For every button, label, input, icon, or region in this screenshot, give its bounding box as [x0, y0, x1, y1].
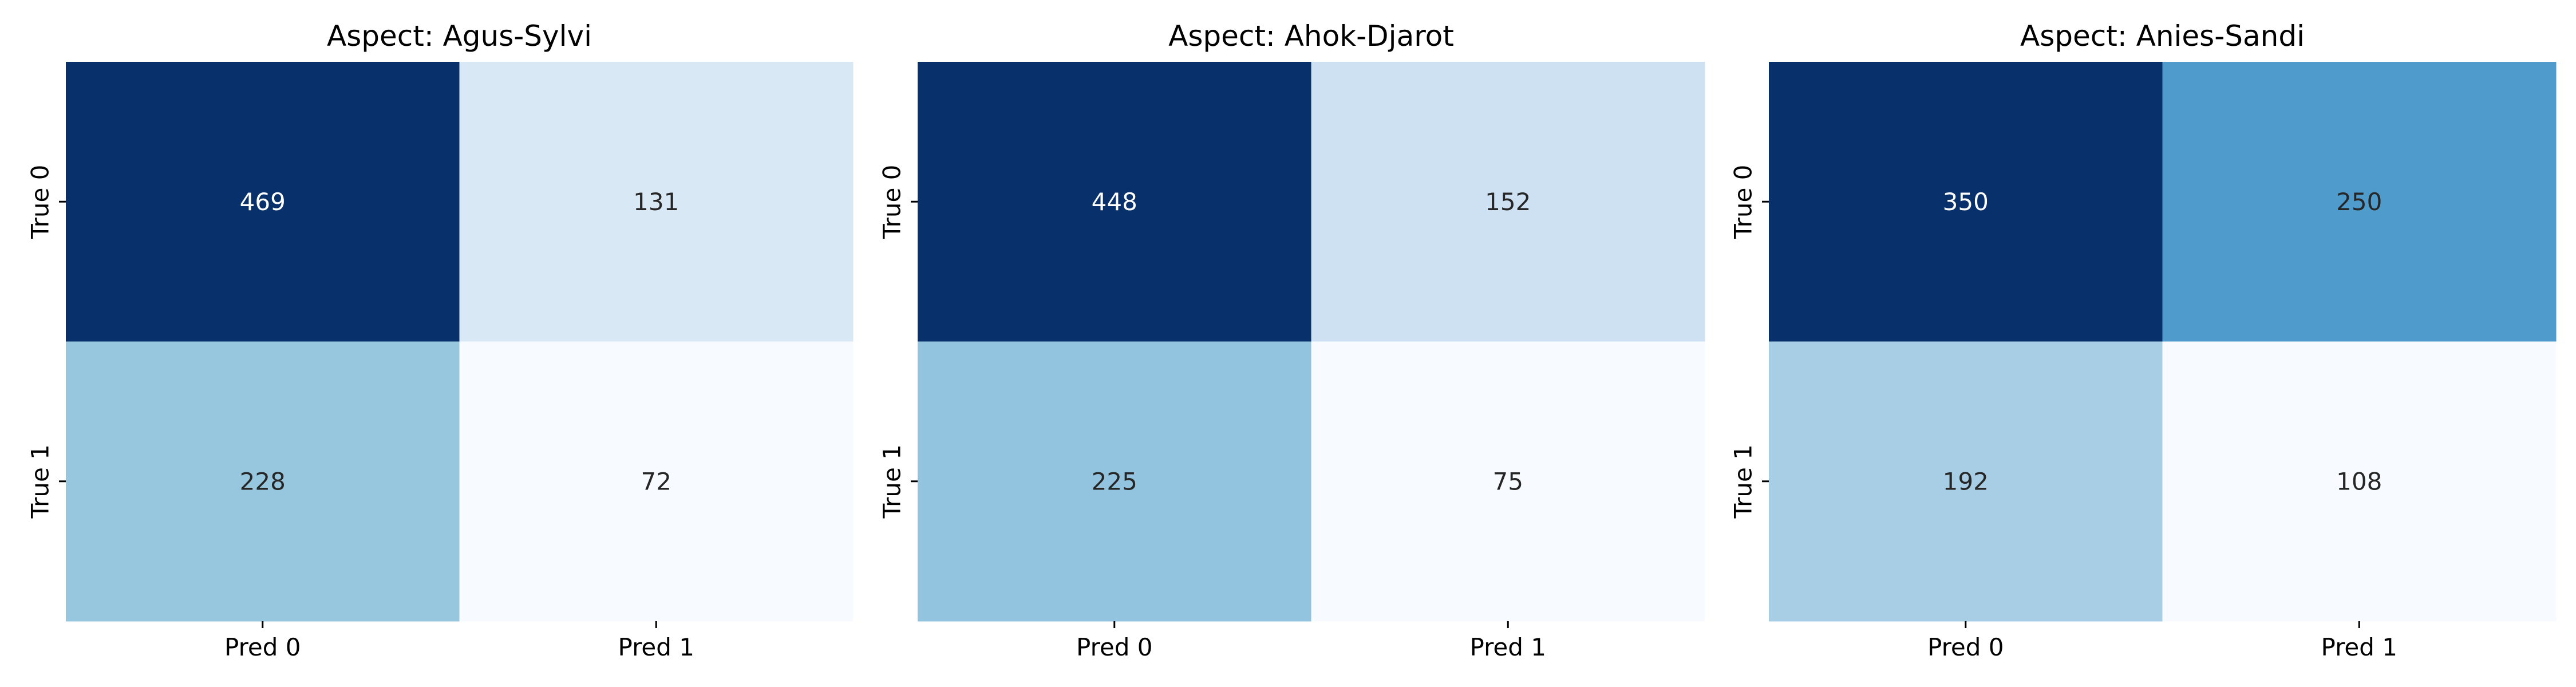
panel-title: Aspect: Anies-Sandi [2020, 19, 2305, 53]
heatmap-panel-1: Aspect: Agus-Sylvi 469 131 228 72 Pred 0 Pred … [26, 19, 854, 661]
cell-value-label: 250 [2336, 188, 2382, 216]
heatmap-cell [2162, 62, 2557, 342]
heatmap-cell [1311, 62, 1705, 342]
x-tick-label: Pred 1 [618, 633, 694, 661]
y-tick-label: True 0 [26, 165, 54, 239]
heatmap-cell [1769, 341, 2163, 622]
heatmap-cell [459, 341, 854, 622]
y-tick-label: True 1 [26, 444, 54, 519]
heatmap-panel-2: Aspect: Ahok-Djarot 448 152 225 75 Pred 0 Pred… [878, 19, 1705, 661]
heatmap-cell [918, 341, 1311, 622]
heatmap-cell [459, 62, 854, 342]
cell-value-label: 448 [1092, 188, 1137, 216]
cell-value-label: 469 [240, 188, 286, 216]
x-tick-label: Pred 0 [1076, 633, 1153, 661]
cell-value-label: 152 [1485, 188, 1531, 216]
heatmap-panel-3: Aspect: Anies-Sandi 350 250 192 108 Pred 0 Pre… [1729, 19, 2557, 661]
panel-title: Aspect: Ahok-Djarot [1168, 19, 1454, 53]
cell-value-label: 75 [1493, 467, 1523, 495]
cell-value-label: 350 [1943, 188, 1989, 216]
cell-value-label: 72 [641, 467, 671, 495]
x-tick-label: Pred 0 [224, 633, 301, 661]
x-tick-label: Pred 0 [1927, 633, 2004, 661]
heatmap-cell [1769, 62, 2163, 342]
x-tick-label: Pred 1 [2321, 633, 2397, 661]
cell-value-label: 192 [1943, 467, 1989, 495]
x-tick-label: Pred 1 [1469, 633, 1546, 661]
cell-value-label: 225 [1092, 467, 1137, 495]
cell-value-label: 131 [633, 188, 679, 216]
y-tick-label: True 0 [878, 165, 906, 239]
y-tick-label: True 0 [1729, 165, 1757, 239]
cell-value-label: 108 [2336, 467, 2382, 495]
heatmap-cell [918, 62, 1311, 342]
cell-value-label: 228 [240, 467, 286, 495]
heatmap-cell [66, 341, 460, 622]
heatmap-cell [1311, 341, 1705, 622]
panel-title: Aspect: Agus-Sylvi [327, 19, 592, 53]
y-tick-label: True 1 [878, 444, 906, 519]
heatmap-cell [2162, 341, 2557, 622]
heatmap-cell [66, 62, 460, 342]
y-tick-label: True 1 [1729, 444, 1757, 519]
